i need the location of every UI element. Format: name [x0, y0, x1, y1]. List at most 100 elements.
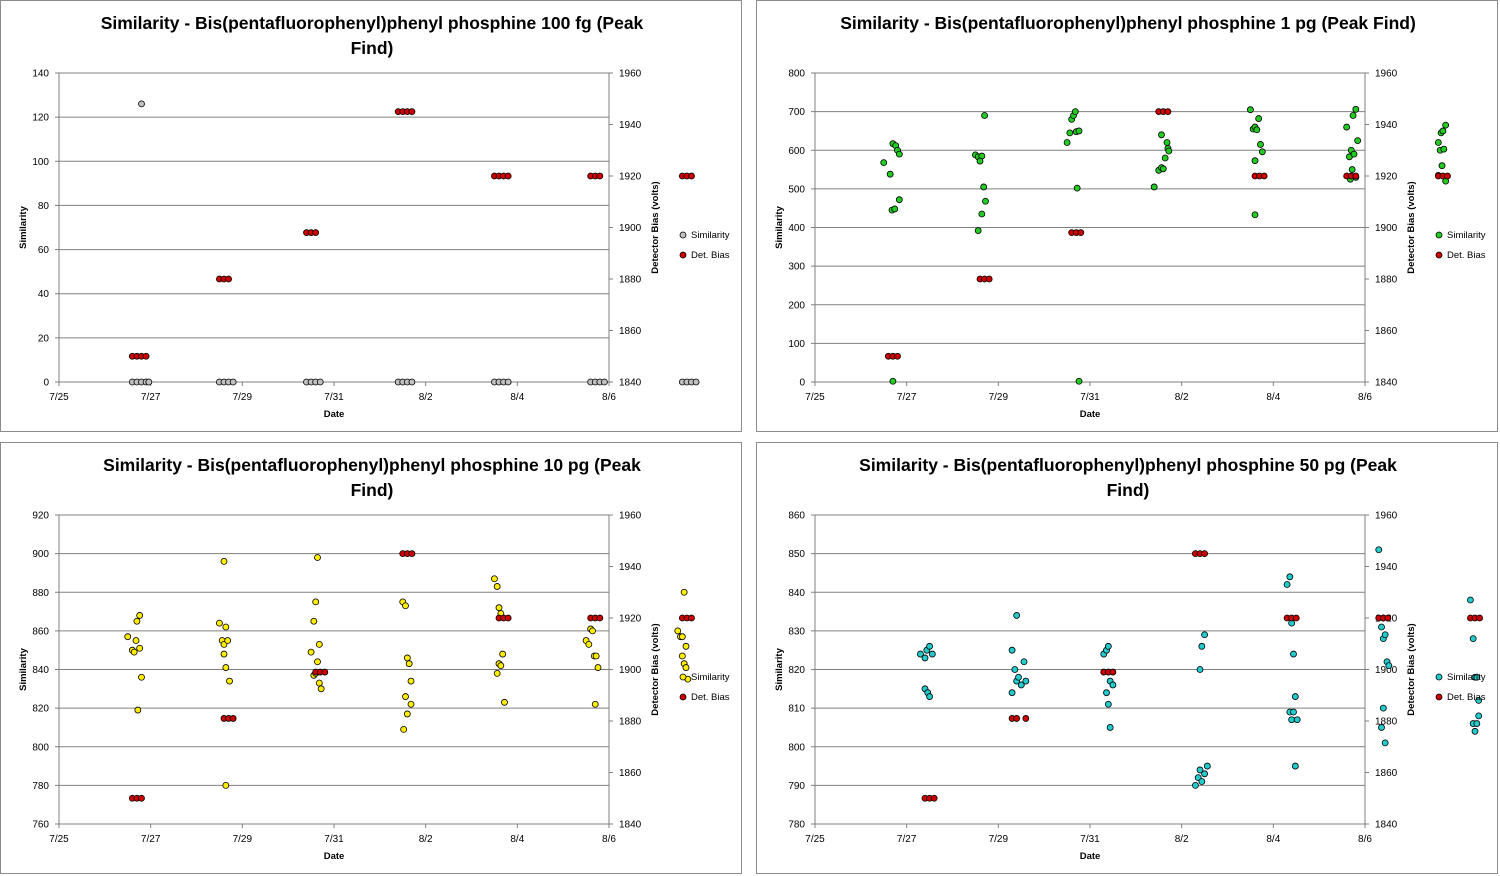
- similarity-point: [978, 210, 986, 218]
- similarity-point: [1247, 106, 1254, 114]
- y2-tick-label: 1960: [619, 69, 642, 80]
- y-tick-label: 830: [788, 626, 805, 637]
- similarity-point: [1161, 154, 1169, 162]
- similarity-point: [499, 650, 507, 658]
- similarity-point: [1196, 766, 1204, 774]
- similarity-point: [1013, 612, 1021, 619]
- similarity-point: [1350, 150, 1358, 158]
- x-axis-label: Date: [324, 409, 345, 420]
- y-tick-label: 60: [38, 245, 50, 256]
- similarity-point: [601, 378, 608, 386]
- x-tick-label: 7/27: [897, 392, 917, 403]
- similarity-point: [1253, 126, 1261, 134]
- x-tick-label: 7/25: [49, 834, 69, 845]
- similarity-point: [1475, 696, 1483, 704]
- x-axis-label: Date: [1080, 409, 1101, 420]
- y2-tick-label: 1900: [1375, 223, 1398, 234]
- similarity-point: [585, 640, 593, 648]
- y2-tick-label: 1960: [619, 511, 642, 522]
- similarity-point: [1475, 712, 1483, 720]
- y2-tick-label: 1960: [1375, 511, 1398, 522]
- x-tick-label: 8/4: [1266, 834, 1280, 845]
- chart-panel-1pg: Similarity - Bis(pentafluorophenyl)pheny…: [756, 0, 1498, 432]
- x-tick-label: 7/27: [141, 834, 161, 845]
- similarity-point: [1258, 148, 1266, 156]
- similarity-point: [680, 588, 688, 596]
- x-tick-label: 8/2: [1175, 834, 1189, 845]
- y2-tick-label: 1860: [619, 768, 642, 779]
- similarity-point: [1473, 720, 1481, 727]
- similarity-point: [220, 650, 228, 658]
- similarity-point: [216, 619, 223, 627]
- similarity-point: [1473, 673, 1481, 681]
- y-tick-label: 900: [32, 549, 49, 560]
- y2-tick-label: 1900: [619, 665, 642, 676]
- similarity-point: [886, 170, 894, 178]
- y-tick-label: 100: [788, 339, 805, 350]
- y2-tick-label: 1840: [1375, 378, 1398, 389]
- similarity-point: [674, 627, 682, 635]
- legend-similarity-marker: [679, 231, 687, 239]
- similarity-point: [1434, 139, 1442, 146]
- y-tick-label: 80: [38, 201, 50, 212]
- similarity-point: [405, 660, 413, 668]
- y-axis-label: Similarity: [774, 647, 785, 690]
- similarity-point: [1257, 141, 1264, 148]
- x-axis-label: Date: [324, 851, 345, 862]
- x-tick-label: 7/31: [1080, 392, 1100, 403]
- y-tick-label: 20: [38, 333, 50, 344]
- similarity-point: [1196, 666, 1204, 673]
- det-bias-point: [1109, 668, 1117, 676]
- y2-tick-label: 1880: [619, 717, 642, 728]
- similarity-point: [134, 706, 142, 714]
- y-tick-label: 500: [788, 184, 805, 195]
- similarity-point: [928, 650, 936, 658]
- similarity-point: [880, 159, 888, 167]
- det-bias-point: [138, 794, 145, 802]
- chart-1pg: Similarity - Bis(pentafluorophenyl)pheny…: [774, 13, 1486, 420]
- det-bias-point: [1444, 172, 1451, 180]
- det-bias-point: [1384, 614, 1392, 622]
- similarity-point: [1104, 700, 1112, 708]
- x-tick-label: 7/29: [989, 392, 1009, 403]
- x-tick-label: 7/25: [49, 392, 69, 403]
- x-tick-label: 7/29: [233, 392, 253, 403]
- similarity-point: [591, 700, 599, 708]
- similarity-point: [1378, 623, 1385, 631]
- chart-50pg: Similarity - Bis(pentafluorophenyl)pheny…: [774, 455, 1486, 862]
- similarity-point: [312, 598, 320, 606]
- det-bias-point: [1292, 614, 1300, 622]
- similarity-point: [692, 378, 700, 386]
- y-tick-label: 840: [32, 665, 49, 676]
- similarity-point: [403, 654, 411, 662]
- det-bias-point: [321, 668, 329, 676]
- similarity-point: [1381, 739, 1389, 747]
- similarity-point: [1071, 108, 1079, 116]
- similarity-point: [136, 644, 144, 652]
- similarity-point: [891, 205, 899, 213]
- y2-tick-label: 1940: [1375, 120, 1398, 131]
- x-tick-label: 8/6: [602, 834, 616, 845]
- similarity-point: [408, 378, 416, 386]
- similarity-point: [1467, 596, 1474, 604]
- y2-tick-label: 1840: [1375, 820, 1398, 831]
- similarity-point: [130, 648, 138, 656]
- det-bias-point: [1013, 715, 1021, 722]
- det-bias-point: [930, 794, 938, 802]
- y-tick-label: 400: [788, 223, 805, 234]
- similarity-point: [1381, 631, 1389, 639]
- similarity-point: [682, 664, 690, 671]
- det-bias-point: [596, 614, 604, 622]
- similarity-point: [1106, 724, 1114, 731]
- y2-tick-label: 1920: [1375, 172, 1398, 183]
- y-tick-label: 790: [788, 781, 805, 792]
- similarity-point: [307, 648, 315, 656]
- legend-similarity-marker: [679, 673, 687, 681]
- similarity-point: [1022, 677, 1030, 685]
- similarity-point: [317, 685, 325, 693]
- similarity-point: [1159, 165, 1167, 173]
- y2-tick-label: 1860: [1375, 326, 1398, 337]
- similarity-point: [1073, 184, 1081, 192]
- similarity-point: [1471, 727, 1479, 735]
- similarity-point: [222, 664, 230, 671]
